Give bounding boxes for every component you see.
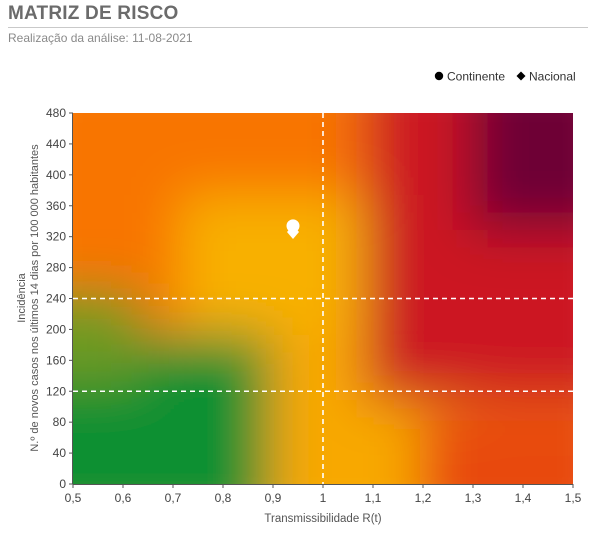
y-tick-label: 160 — [46, 353, 66, 367]
y-tick-label: 0 — [59, 477, 66, 491]
heat-zone-dark-red — [470, 113, 573, 230]
x-tick-label: 1,5 — [565, 491, 582, 505]
x-tick-label: 0,5 — [65, 491, 82, 505]
y-tick-label: 40 — [53, 446, 67, 460]
analysis-date: Realização da análise: 11-08-2021 — [8, 31, 193, 45]
heatmap-background — [73, 113, 573, 484]
x-axis-label: Transmissibilidade R(t) — [264, 513, 381, 525]
x-tick-label: 1,3 — [465, 491, 482, 505]
legend-nacional-marker — [516, 71, 526, 81]
y-tick-label: 360 — [46, 199, 66, 213]
heat-zone-yellow-upper — [180, 195, 370, 340]
y-tick-label: 120 — [46, 384, 66, 398]
y-tick-label: 440 — [46, 137, 66, 151]
heat-zone-green-mid — [73, 290, 140, 380]
y-tick-label: 200 — [46, 322, 66, 336]
title-divider — [8, 27, 588, 28]
axes: 0,5 0,6 0,7 0,8 0,9 1 1,1 1,2 1,3 1,4 1,5 0 40 80 120 1… — [46, 106, 582, 505]
legend-continente-marker — [434, 71, 444, 81]
y-tick-label: 280 — [46, 261, 66, 275]
y-axis-label-line2: N.º de novos casos nos últimos 14 dias p… — [29, 144, 41, 452]
x-tick-label: 1 — [320, 491, 327, 505]
y-tick-label: 480 — [46, 106, 66, 120]
data-point-nacional — [287, 225, 299, 240]
x-tick-label: 0,6 — [115, 491, 132, 505]
threshold-lines — [73, 113, 573, 484]
x-tick-label: 0,9 — [265, 491, 282, 505]
x-tick-label: 1,4 — [515, 491, 532, 505]
data-points — [286, 219, 300, 240]
y-axis-label-line1: Incidência — [16, 272, 28, 322]
x-tick-label: 0,8 — [215, 491, 232, 505]
y-tick-label: 240 — [46, 292, 66, 306]
header: MATRIZ DE RISCO Realização da análise: 1… — [8, 2, 594, 46]
x-tick-label: 0,7 — [165, 491, 182, 505]
legend-nacional-label: Nacional — [529, 70, 576, 84]
x-tick-label: 1,1 — [365, 491, 382, 505]
y-tick-label: 320 — [46, 230, 66, 244]
heat-zone-red-orange — [420, 410, 573, 484]
page-title: MATRIZ DE RISCO — [8, 3, 179, 24]
y-tick-label: 80 — [53, 415, 67, 429]
legend: Continente Nacional — [434, 70, 576, 84]
x-tick-label: 1,2 — [415, 491, 432, 505]
y-tick-label: 400 — [46, 168, 66, 182]
legend-continente-label: Continente — [447, 70, 505, 84]
